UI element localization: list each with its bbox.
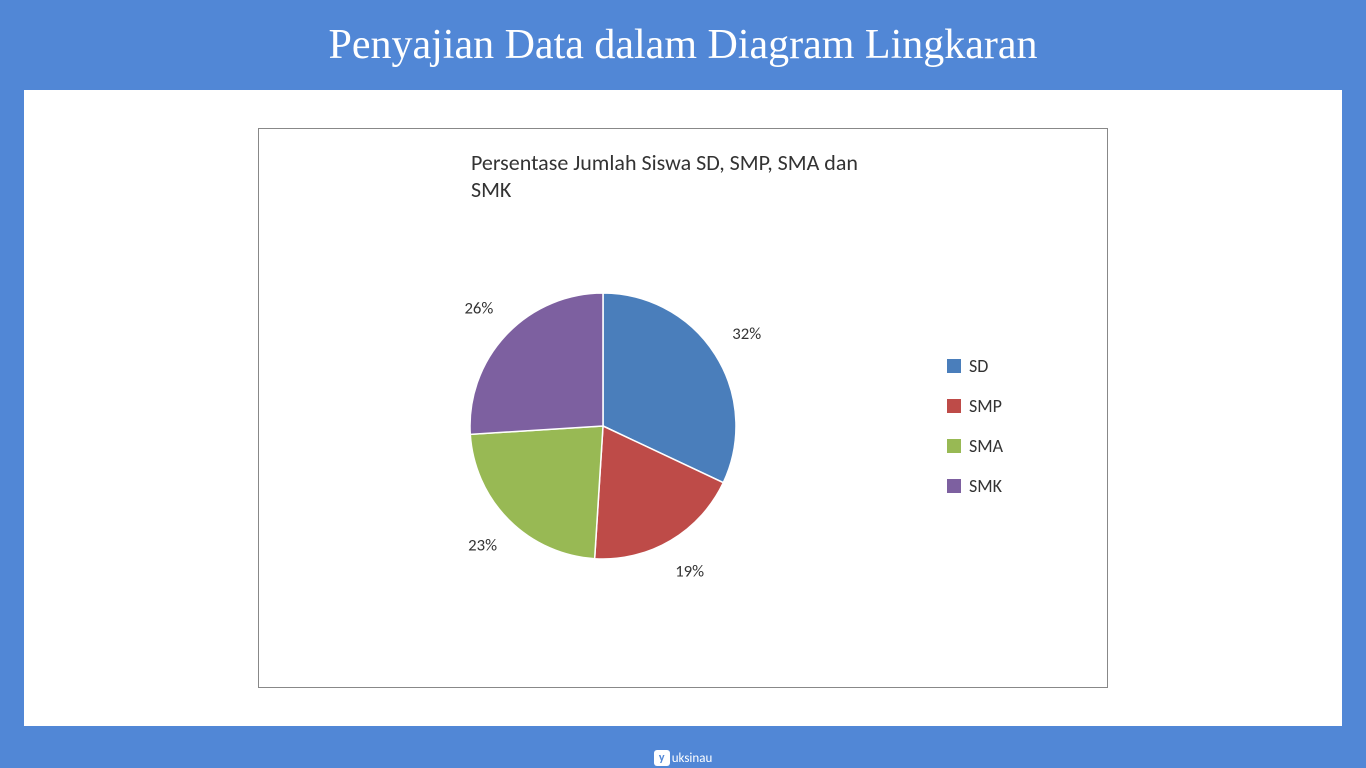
header: Penyajian Data dalam Diagram Lingkaran (0, 0, 1366, 90)
chart-legend: SD SMP SMA SMK (947, 194, 1107, 657)
slice-label-sma: 23% (468, 535, 497, 555)
legend-label: SMA (969, 435, 1003, 457)
chart-container: Persentase Jumlah Siswa SD, SMP, SMA dan… (258, 128, 1108, 688)
pie-chart: 32% 19% 23% 26% (413, 236, 793, 616)
legend-item-smp: SMP (947, 395, 1067, 417)
footer: y uksinau (0, 748, 1366, 768)
legend-swatch (947, 439, 961, 453)
content-area: Persentase Jumlah Siswa SD, SMP, SMA dan… (24, 90, 1342, 726)
pie-area: 32% 19% 23% 26% (259, 194, 947, 657)
footer-logo: y uksinau (654, 750, 713, 766)
chart-body: 32% 19% 23% 26% SD SMP SMA SMK (259, 129, 1107, 687)
legend-item-smk: SMK (947, 475, 1067, 497)
legend-swatch (947, 479, 961, 493)
legend-label: SMK (969, 475, 1002, 497)
legend-swatch (947, 399, 961, 413)
legend-item-sd: SD (947, 355, 1067, 377)
slice-label-smp: 19% (675, 561, 704, 581)
legend-swatch (947, 359, 961, 373)
legend-item-sma: SMA (947, 435, 1067, 457)
slice-label-smk: 26% (464, 298, 493, 318)
logo-icon: y (654, 750, 670, 766)
logo-text: uksinau (672, 751, 713, 766)
legend-label: SD (969, 355, 988, 377)
legend-label: SMP (969, 395, 1002, 417)
slice-label-sd: 32% (732, 323, 761, 343)
page-title: Penyajian Data dalam Diagram Lingkaran (328, 21, 1037, 69)
